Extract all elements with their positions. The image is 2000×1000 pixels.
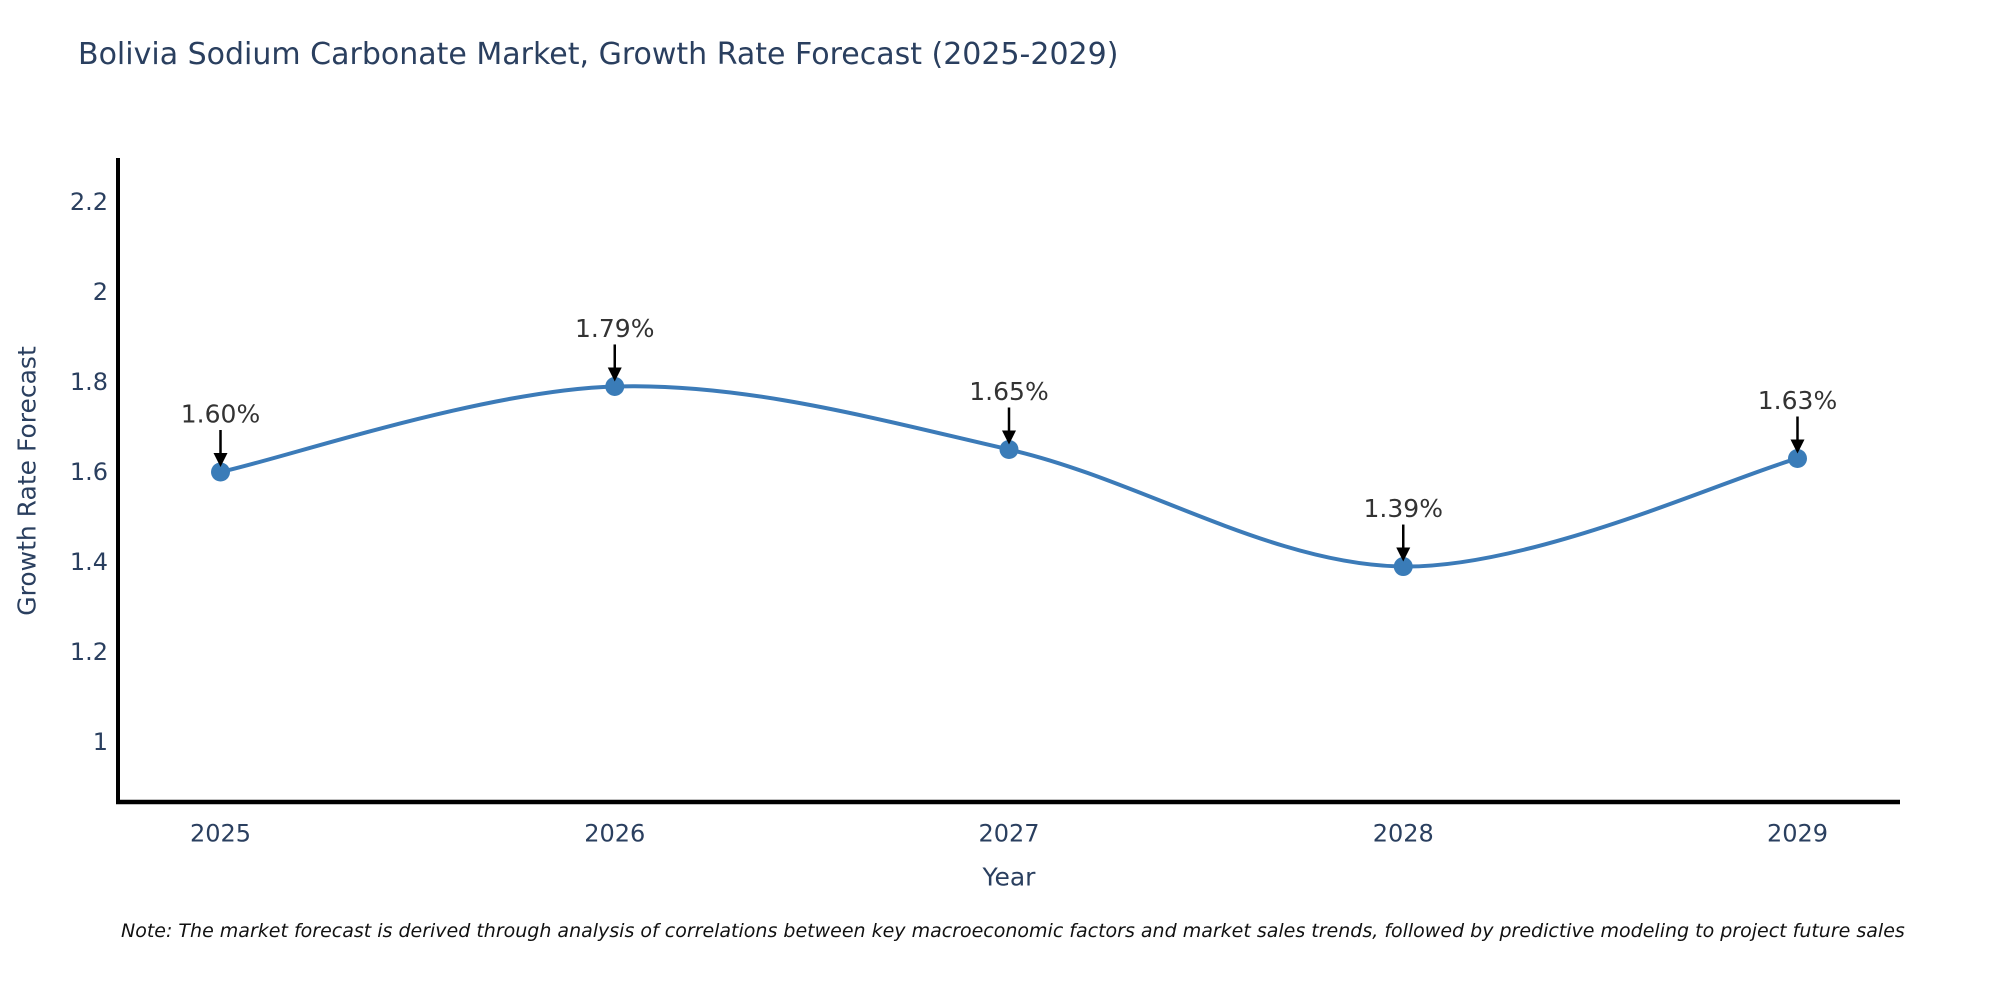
data-point-label: 1.39% — [1364, 494, 1443, 523]
chart-title: Bolivia Sodium Carbonate Market, Growth … — [78, 37, 1119, 72]
y-tick-label: 1.2 — [70, 638, 108, 666]
data-point-label: 1.63% — [1758, 386, 1837, 415]
annotation-arrowhead-icon — [1002, 430, 1016, 445]
annotation-arrowhead-icon — [1790, 439, 1805, 454]
data-point-marker[interactable] — [1393, 557, 1413, 577]
x-tick-label: 2029 — [1767, 820, 1828, 848]
annotation-arrowhead-icon — [607, 367, 622, 382]
y-tick-label: 1.6 — [70, 458, 108, 486]
data-point-marker[interactable] — [605, 376, 625, 396]
annotation-arrowhead-icon — [1396, 547, 1411, 562]
data-point-marker[interactable] — [211, 462, 231, 482]
y-tick-label: 1.8 — [70, 368, 108, 396]
x-tick-label: 2025 — [190, 820, 251, 848]
x-tick-label: 2028 — [1373, 820, 1434, 848]
y-tick-label: 1.4 — [70, 548, 108, 576]
annotation-arrowhead-icon — [213, 452, 228, 467]
y-tick-label: 2 — [93, 278, 108, 306]
y-tick-label: 2.2 — [70, 188, 108, 216]
x-tick-label: 2026 — [584, 820, 645, 848]
x-axis-title: Year — [982, 863, 1037, 892]
y-tick-label: 1 — [93, 728, 108, 756]
data-point-label: 1.60% — [181, 399, 260, 428]
data-point-label: 1.65% — [969, 377, 1048, 406]
y-axis-title: Growth Rate Forecast — [13, 346, 42, 616]
data-point-label: 1.79% — [575, 314, 654, 343]
data-point-marker[interactable] — [999, 439, 1019, 459]
chart-footnote: Note: The market forecast is derived thr… — [121, 920, 1905, 942]
data-point-marker[interactable] — [1787, 448, 1807, 468]
x-tick-label: 2027 — [978, 820, 1039, 848]
